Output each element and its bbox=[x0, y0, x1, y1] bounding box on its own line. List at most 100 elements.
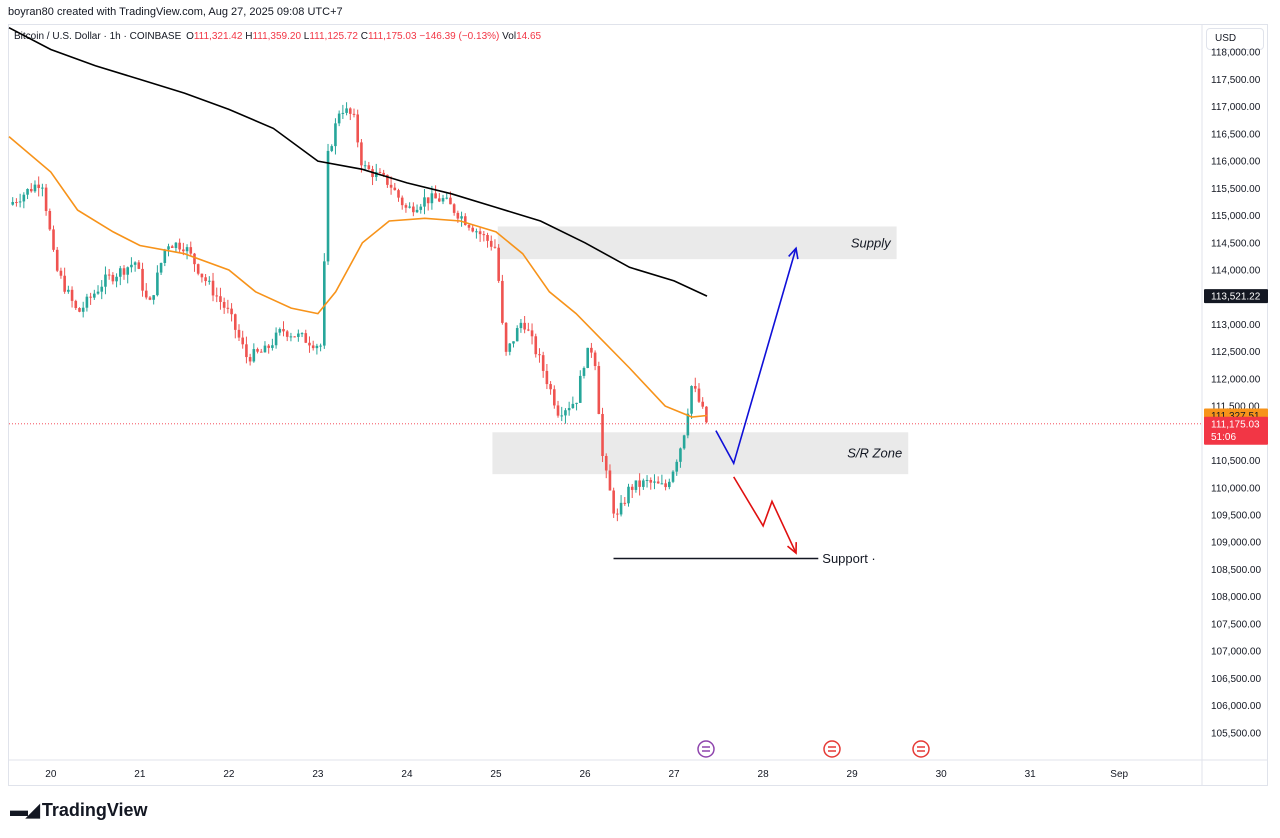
price-badge-countdown: 51:06 bbox=[1211, 432, 1236, 443]
candle-body bbox=[230, 308, 233, 315]
candle-body bbox=[282, 329, 285, 332]
candle-body bbox=[278, 329, 282, 333]
price-tick-label: 114,500.00 bbox=[1211, 238, 1261, 249]
candle-body bbox=[96, 291, 100, 294]
candle-body bbox=[271, 345, 274, 348]
candle-body bbox=[649, 479, 653, 483]
candle-body bbox=[679, 448, 682, 462]
candle-body bbox=[656, 481, 660, 484]
price-badge bbox=[1204, 289, 1268, 304]
candle-body bbox=[152, 295, 155, 300]
candle-body bbox=[523, 322, 526, 330]
time-tick-label: 31 bbox=[1025, 769, 1037, 780]
zone-label: Supply bbox=[851, 235, 892, 250]
candle-body bbox=[70, 289, 74, 301]
candle-body bbox=[297, 333, 300, 337]
candle-body bbox=[241, 337, 245, 345]
candle-body bbox=[130, 264, 133, 268]
candle-body bbox=[493, 246, 497, 248]
zone-box bbox=[497, 226, 897, 260]
price-badge bbox=[1204, 416, 1268, 445]
us-flag-event-icon[interactable] bbox=[912, 740, 930, 758]
price-badge-label: 111,175.03 bbox=[1211, 419, 1260, 430]
chart-frame bbox=[8, 24, 1268, 786]
candle-body bbox=[63, 275, 66, 292]
candle-body bbox=[404, 205, 408, 208]
candle-body bbox=[460, 216, 463, 219]
candle-body bbox=[196, 264, 200, 274]
candle-body bbox=[538, 354, 541, 356]
candle-body bbox=[441, 198, 445, 202]
price-axis: 118,000.00 117,500.00 117,000.00 116,500.00… bbox=[1201, 25, 1261, 786]
price-tick-label: 109,500.00 bbox=[1211, 511, 1261, 522]
economic-event-icon[interactable] bbox=[697, 740, 715, 758]
candle-body bbox=[438, 198, 441, 202]
candle-body bbox=[274, 332, 278, 346]
currency-button[interactable]: USD bbox=[1206, 28, 1264, 50]
candle-body bbox=[319, 345, 322, 347]
candle-body bbox=[300, 333, 304, 335]
close-value: 111,175.03 bbox=[367, 31, 417, 42]
candle-body bbox=[616, 513, 619, 515]
candle-body bbox=[89, 296, 92, 298]
candle-body bbox=[174, 242, 178, 248]
candle-body bbox=[623, 502, 627, 504]
candles-layer bbox=[11, 102, 708, 522]
candle-body bbox=[185, 247, 189, 252]
candle-body bbox=[671, 471, 675, 482]
candle-body bbox=[137, 262, 141, 269]
time-tick-label: 26 bbox=[579, 769, 591, 780]
candle-body bbox=[78, 308, 81, 312]
candle-body bbox=[311, 345, 315, 349]
price-tick-label: 115,500.00 bbox=[1211, 184, 1261, 195]
bearish-projection-arrow bbox=[733, 476, 797, 554]
candle-body bbox=[508, 343, 512, 352]
change-value: −146.39 (−0.13%) bbox=[419, 31, 500, 42]
candle-body bbox=[400, 197, 404, 206]
price-tick-label: 106,500.00 bbox=[1211, 674, 1261, 685]
candle-body bbox=[93, 293, 96, 298]
us-flag-event-icon[interactable] bbox=[823, 740, 841, 758]
candle-body bbox=[141, 268, 144, 291]
price-tick-label: 110,500.00 bbox=[1211, 456, 1261, 467]
candle-body bbox=[590, 347, 593, 353]
time-tick-label: 27 bbox=[668, 769, 680, 780]
price-tick-label: 107,000.00 bbox=[1211, 647, 1261, 658]
candle-body bbox=[118, 268, 122, 277]
candle-body bbox=[233, 314, 237, 330]
candle-body bbox=[211, 280, 215, 296]
candle-body bbox=[252, 349, 256, 362]
candle-body bbox=[534, 336, 538, 355]
symbol-label[interactable]: Bitcoin / U.S. Dollar · 1h · COINBASE bbox=[14, 31, 182, 42]
candle-body bbox=[237, 329, 241, 338]
candle-body bbox=[208, 280, 211, 282]
open-value: 111,321.42 bbox=[193, 31, 243, 42]
candle-body bbox=[515, 328, 519, 342]
candle-body bbox=[408, 206, 411, 208]
candle-body bbox=[486, 235, 489, 241]
candle-body bbox=[389, 184, 393, 188]
candle-body bbox=[193, 253, 196, 265]
fast-moving-average-line bbox=[8, 135, 708, 418]
candle-body bbox=[226, 307, 230, 309]
candle-body bbox=[415, 209, 419, 213]
candle-body bbox=[478, 231, 482, 235]
moving-averages-layer bbox=[8, 26, 708, 418]
candle-body bbox=[382, 172, 385, 175]
chart-attribution: boyran80 created with TradingView.com, A… bbox=[8, 6, 343, 18]
candle-body bbox=[289, 336, 293, 338]
close-label: C bbox=[360, 31, 368, 42]
support-label: Support · bbox=[822, 551, 875, 566]
candle-body bbox=[545, 370, 549, 385]
event-markers bbox=[697, 740, 930, 758]
candle-body bbox=[412, 206, 415, 213]
candle-body bbox=[341, 112, 345, 114]
volume-value: 14.65 bbox=[516, 31, 542, 42]
price-tick-label: 117,000.00 bbox=[1211, 102, 1261, 113]
time-tick-label: 23 bbox=[312, 769, 324, 780]
bullish-projection-arrow-arrowhead bbox=[788, 246, 799, 260]
price-tick-label: 105,500.00 bbox=[1211, 728, 1261, 739]
tradingview-logo[interactable]: ▬◢ TradingView bbox=[10, 800, 148, 821]
